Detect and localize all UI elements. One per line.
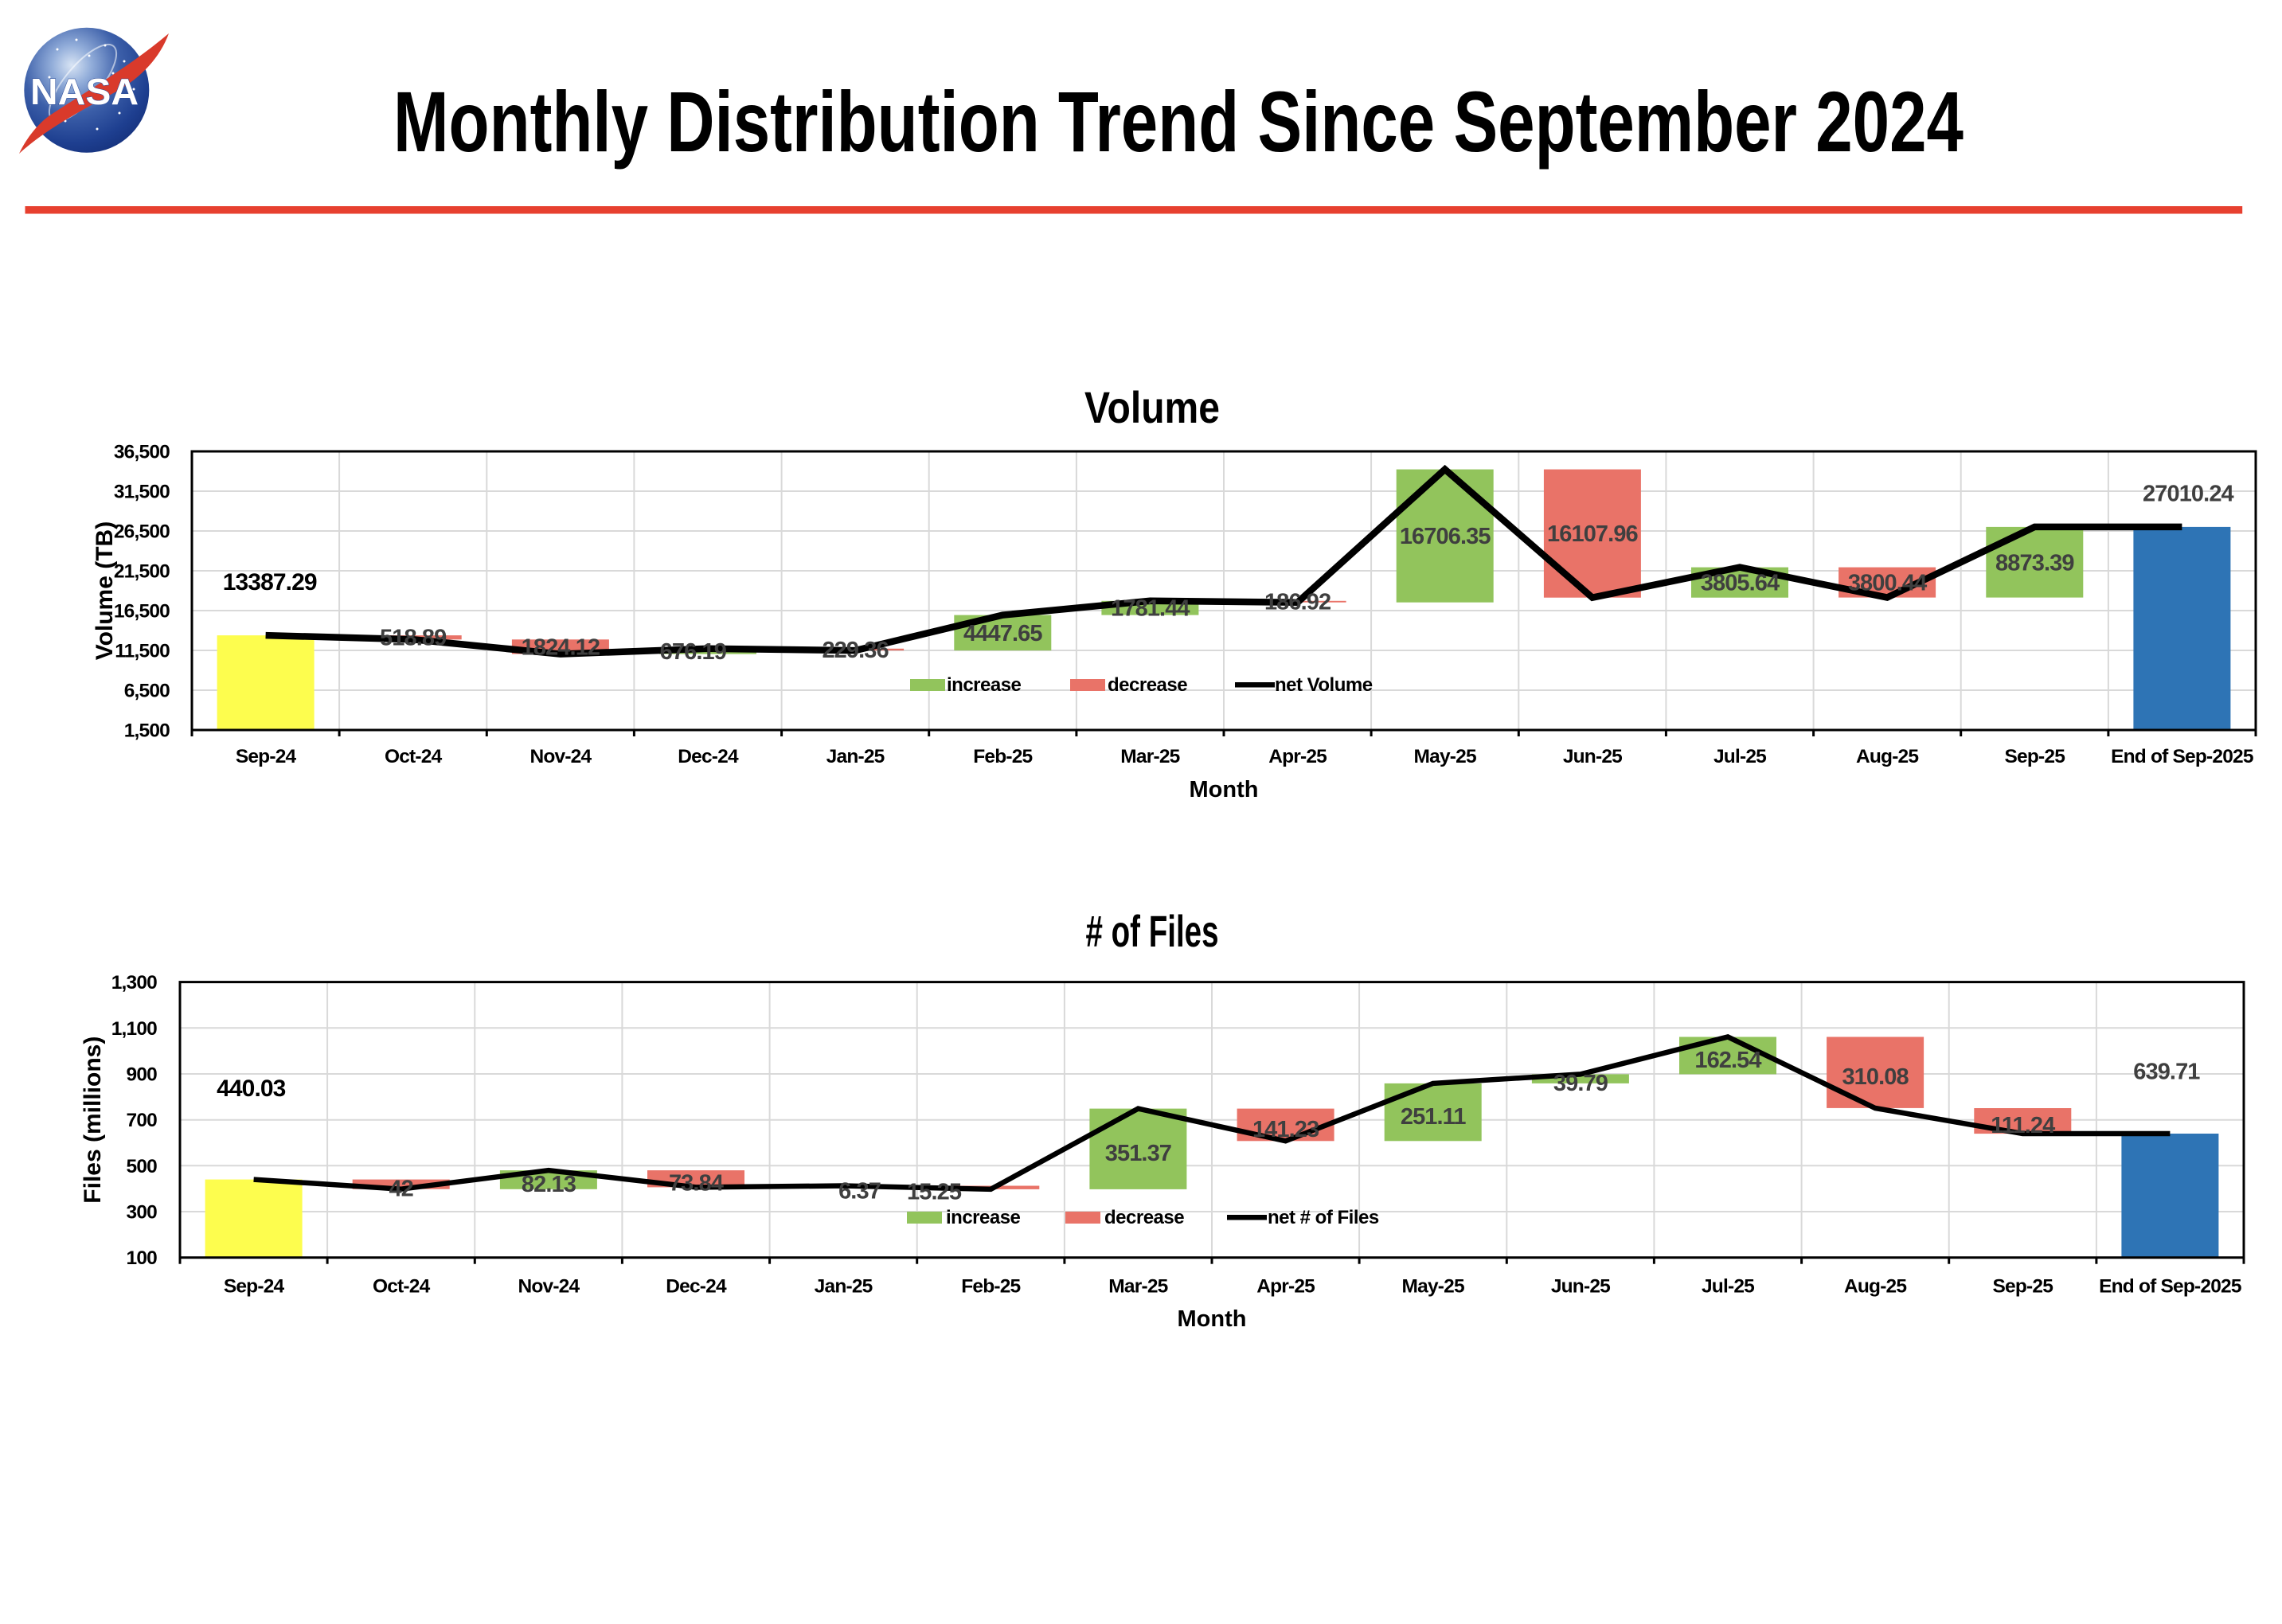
svg-text:6.37: 6.37 [838, 1178, 881, 1204]
svg-text:Sep-25: Sep-25 [1993, 1276, 2053, 1298]
svg-text:16107.96: 16107.96 [1547, 521, 1639, 547]
svg-text:440.03: 440.03 [217, 1076, 286, 1102]
svg-text:31,500: 31,500 [114, 482, 170, 503]
svg-text:decrease: decrease [1108, 674, 1187, 696]
svg-text:Volume (TB): Volume (TB) [92, 521, 118, 660]
svg-text:900: 900 [127, 1064, 158, 1086]
svg-text:May-25: May-25 [1402, 1276, 1464, 1298]
svg-text:increase: increase [946, 1207, 1021, 1228]
svg-text:Monthly Distribution Trend Sin: Monthly Distribution Trend Since Septemb… [393, 73, 1964, 170]
svg-text:increase: increase [947, 674, 1022, 696]
svg-text:15.25: 15.25 [907, 1180, 962, 1205]
svg-text:3800.44: 3800.44 [1848, 571, 1927, 596]
svg-text:Jun-25: Jun-25 [1563, 746, 1622, 767]
svg-text:1,500: 1,500 [124, 720, 170, 742]
svg-text:229.36: 229.36 [822, 638, 889, 663]
svg-text:16706.35: 16706.35 [1400, 524, 1491, 549]
svg-text:# of Files: # of Files [1086, 906, 1219, 956]
svg-text:100: 100 [127, 1247, 158, 1269]
svg-text:Mar-25: Mar-25 [1120, 746, 1179, 767]
svg-text:1824.12: 1824.12 [522, 634, 600, 660]
svg-text:Apr-25: Apr-25 [1256, 1276, 1315, 1298]
svg-text:500: 500 [127, 1156, 158, 1177]
svg-text:Files (millions): Files (millions) [80, 1036, 106, 1204]
svg-text:End of Sep-2025: End of Sep-2025 [2099, 1276, 2241, 1298]
svg-text:8873.39: 8873.39 [1995, 550, 2074, 576]
svg-text:Dec-24: Dec-24 [666, 1276, 727, 1298]
svg-text:26,500: 26,500 [114, 521, 170, 543]
svg-text:Jul-25: Jul-25 [1713, 746, 1766, 767]
svg-text:Aug-25: Aug-25 [1844, 1276, 1906, 1298]
svg-text:21,500: 21,500 [114, 561, 170, 583]
svg-text:351.37: 351.37 [1105, 1141, 1171, 1166]
svg-text:251.11: 251.11 [1401, 1104, 1466, 1130]
svg-text:39.79: 39.79 [1553, 1071, 1608, 1096]
svg-text:Jan-25: Jan-25 [826, 746, 885, 767]
svg-text:Month: Month [1178, 1306, 1247, 1332]
svg-text:Sep-24: Sep-24 [224, 1276, 285, 1298]
svg-text:Aug-25: Aug-25 [1856, 746, 1918, 767]
svg-text:162.54: 162.54 [1694, 1048, 1761, 1073]
svg-text:Volume: Volume [1084, 382, 1220, 432]
svg-text:518.89: 518.89 [380, 626, 447, 651]
svg-text:36,500: 36,500 [114, 442, 170, 463]
svg-text:42: 42 [389, 1177, 412, 1202]
svg-text:Sep-24: Sep-24 [236, 746, 297, 767]
svg-text:Oct-24: Oct-24 [373, 1276, 431, 1298]
svg-text:111.24: 111.24 [1991, 1113, 2055, 1138]
svg-text:13387.29: 13387.29 [223, 569, 317, 595]
svg-text:186.92: 186.92 [1264, 590, 1331, 615]
svg-text:3805.64: 3805.64 [1701, 571, 1780, 596]
svg-text:Mar-25: Mar-25 [1108, 1276, 1167, 1298]
svg-text:1,100: 1,100 [111, 1018, 157, 1040]
svg-text:82.13: 82.13 [522, 1172, 576, 1197]
svg-text:Oct-24: Oct-24 [385, 746, 443, 767]
svg-text:639.71: 639.71 [2133, 1060, 2200, 1085]
svg-text:Month: Month [1190, 777, 1259, 802]
svg-text:End of Sep-2025: End of Sep-2025 [2111, 746, 2253, 767]
svg-text:310.08: 310.08 [1842, 1064, 1909, 1090]
svg-text:Jul-25: Jul-25 [1702, 1276, 1754, 1298]
svg-text:11,500: 11,500 [115, 641, 170, 662]
svg-text:May-25: May-25 [1414, 746, 1476, 767]
svg-text:Apr-25: Apr-25 [1268, 746, 1327, 767]
svg-text:1,300: 1,300 [111, 972, 157, 994]
svg-text:676.19: 676.19 [660, 639, 727, 665]
svg-text:27010.24: 27010.24 [2143, 482, 2234, 507]
svg-text:141.23: 141.23 [1252, 1117, 1319, 1142]
svg-text:73.84: 73.84 [669, 1171, 724, 1197]
svg-text:Feb-25: Feb-25 [973, 746, 1032, 767]
svg-text:Sep-25: Sep-25 [2005, 746, 2065, 767]
svg-text:300: 300 [127, 1202, 158, 1224]
svg-text:16,500: 16,500 [114, 601, 170, 623]
svg-text:Jan-25: Jan-25 [815, 1276, 873, 1298]
svg-text:4447.65: 4447.65 [963, 621, 1042, 646]
svg-text:NASA: NASA [30, 71, 139, 112]
svg-text:Jun-25: Jun-25 [1551, 1276, 1610, 1298]
svg-text:net Volume: net Volume [1275, 674, 1373, 696]
svg-text:Nov-24: Nov-24 [529, 746, 592, 767]
svg-text:Feb-25: Feb-25 [961, 1276, 1020, 1298]
svg-text:1781.44: 1781.44 [1111, 596, 1190, 622]
svg-text:700: 700 [127, 1110, 158, 1131]
svg-text:decrease: decrease [1104, 1207, 1184, 1228]
svg-text:net # of Files: net # of Files [1268, 1207, 1379, 1228]
svg-text:Dec-24: Dec-24 [678, 746, 739, 767]
svg-text:6,500: 6,500 [124, 681, 170, 702]
svg-text:Nov-24: Nov-24 [518, 1276, 580, 1298]
